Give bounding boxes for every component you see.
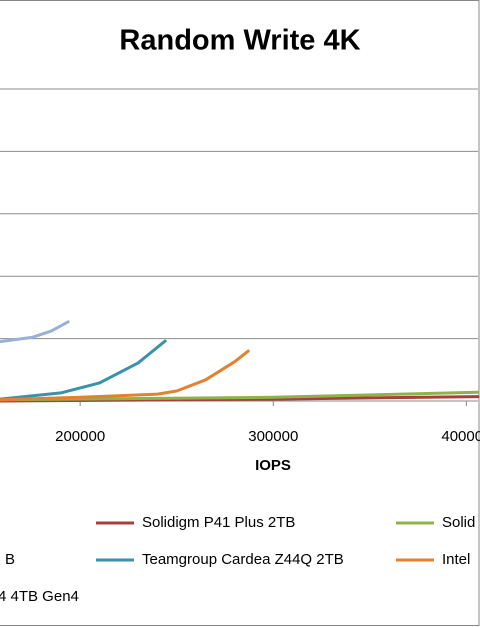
legend-label: Solidigm P41 Plus 2TB bbox=[142, 514, 295, 531]
x-axis-label: IOPS bbox=[255, 457, 291, 474]
legend-label: Intel bbox=[442, 551, 470, 568]
x-tick-label: 400000 bbox=[441, 428, 480, 445]
legend-label: B bbox=[5, 551, 15, 568]
legend-label: 4 4TB Gen4 bbox=[0, 588, 79, 605]
legend-label: Teamgroup Cardea Z44Q 2TB bbox=[142, 551, 344, 568]
x-tick-label: 300000 bbox=[248, 428, 298, 445]
series-line bbox=[0, 320, 70, 344]
series-line bbox=[0, 349, 250, 402]
series-line bbox=[0, 339, 167, 401]
x-tick-label: 200000 bbox=[55, 428, 105, 445]
chart-title: Random Write 4K bbox=[119, 25, 360, 57]
series-line bbox=[0, 390, 480, 402]
legend-label: Solid bbox=[442, 514, 475, 531]
